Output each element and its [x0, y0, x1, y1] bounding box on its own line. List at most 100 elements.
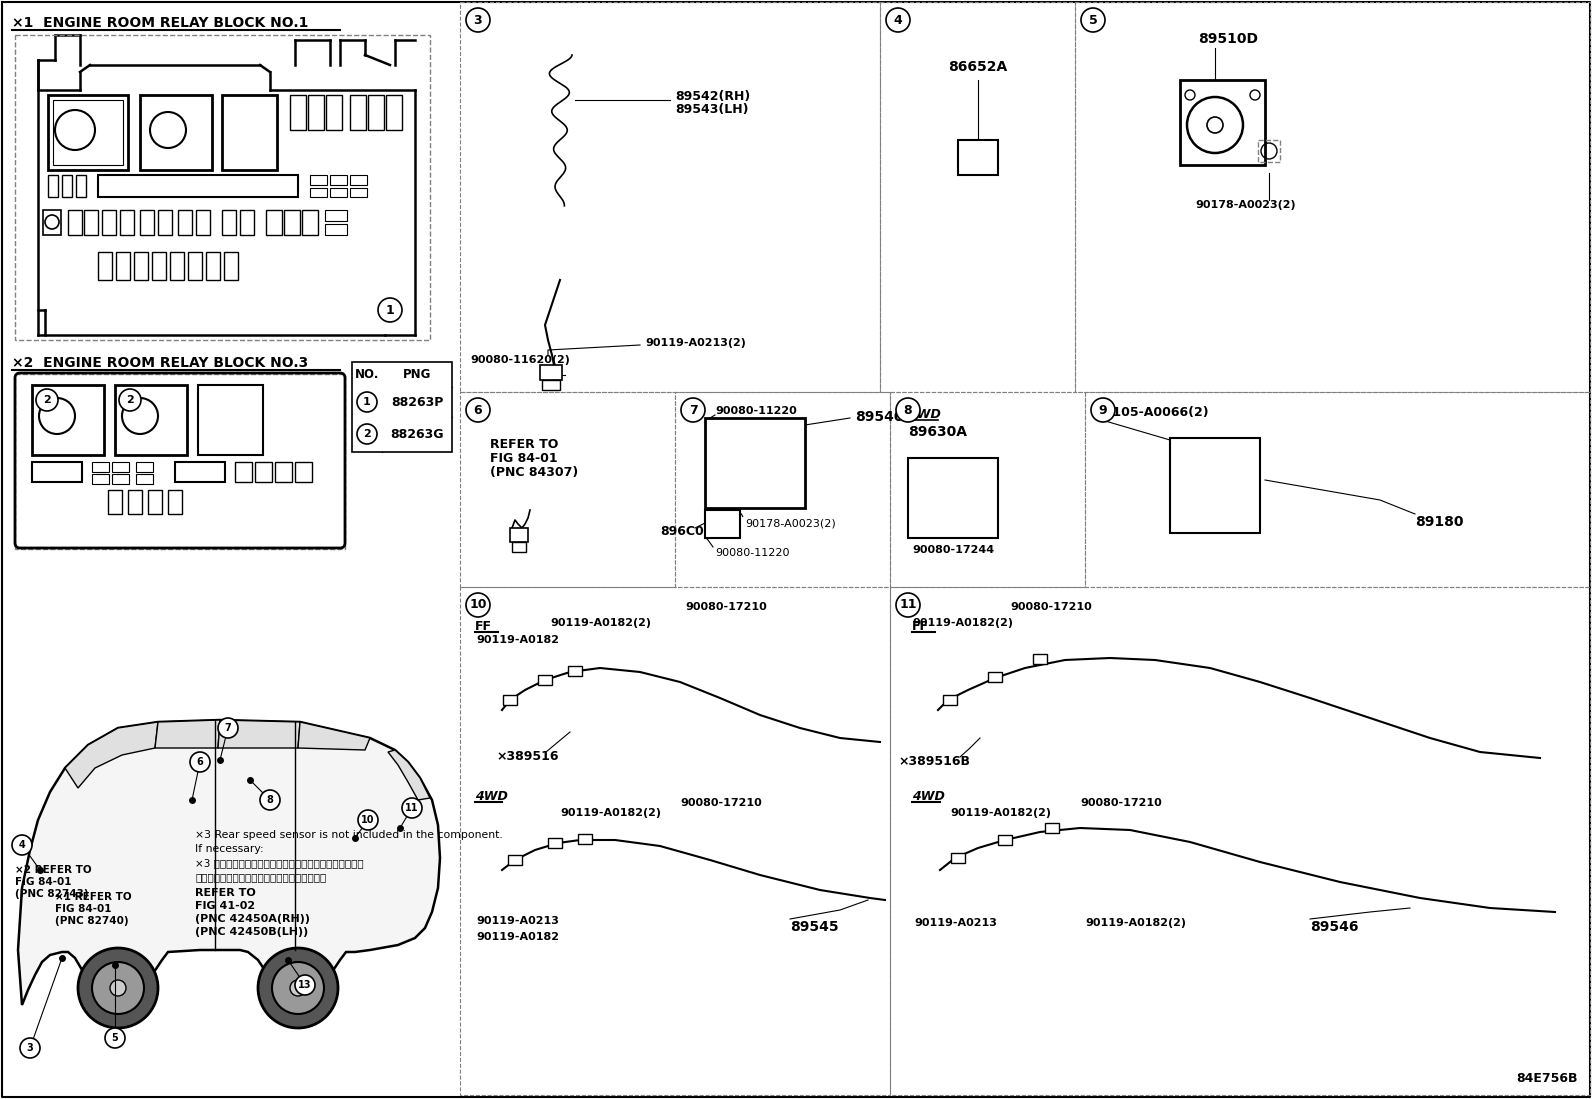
- Bar: [148, 490, 162, 514]
- Bar: [998, 835, 1013, 845]
- Text: 89543(LH): 89543(LH): [675, 103, 748, 116]
- Text: If necessary:: If necessary:: [194, 844, 264, 854]
- Text: 4WD: 4WD: [907, 408, 941, 421]
- Text: 11: 11: [899, 599, 917, 611]
- Bar: [134, 252, 148, 280]
- Bar: [99, 252, 111, 280]
- Text: FIG 84-01: FIG 84-01: [56, 904, 111, 914]
- Text: 89545: 89545: [790, 920, 839, 934]
- Text: 89510D: 89510D: [1199, 32, 1258, 46]
- Bar: [283, 210, 299, 235]
- Bar: [541, 380, 560, 390]
- Bar: [1170, 439, 1259, 533]
- Circle shape: [92, 962, 143, 1014]
- Bar: [675, 392, 890, 587]
- Polygon shape: [388, 750, 430, 800]
- Text: 89630A: 89630A: [907, 425, 966, 439]
- Bar: [14, 35, 430, 340]
- Bar: [224, 252, 237, 280]
- Text: 89542(RH): 89542(RH): [675, 90, 750, 103]
- Text: FIG 41-02: FIG 41-02: [194, 901, 255, 911]
- Text: FF: FF: [912, 620, 930, 633]
- Text: 90119-A0213: 90119-A0213: [476, 915, 559, 926]
- Bar: [907, 458, 998, 539]
- Bar: [989, 671, 1001, 682]
- Bar: [890, 587, 1590, 1095]
- Text: FIG 84-01: FIG 84-01: [14, 877, 72, 887]
- Text: 7: 7: [224, 723, 231, 733]
- Bar: [1180, 80, 1266, 165]
- Bar: [705, 418, 806, 508]
- Polygon shape: [154, 720, 220, 748]
- Bar: [205, 252, 220, 280]
- Text: FF: FF: [474, 620, 492, 633]
- Text: 4WD: 4WD: [912, 790, 946, 803]
- Text: FIG 84-01: FIG 84-01: [490, 452, 557, 465]
- Text: 10: 10: [470, 599, 487, 611]
- Bar: [92, 474, 108, 484]
- Text: 5: 5: [111, 1033, 118, 1043]
- Circle shape: [13, 835, 32, 855]
- Bar: [350, 188, 368, 197]
- Bar: [175, 462, 224, 482]
- Circle shape: [258, 948, 338, 1028]
- Bar: [290, 95, 306, 130]
- Bar: [1044, 823, 1059, 833]
- Bar: [92, 462, 108, 471]
- Bar: [950, 853, 965, 863]
- Text: 4: 4: [19, 840, 25, 850]
- Text: ×3 Rear speed sensor is not included in the component.: ×3 Rear speed sensor is not included in …: [194, 830, 503, 840]
- Text: ×1 REFER TO: ×1 REFER TO: [56, 892, 132, 902]
- Bar: [221, 95, 277, 170]
- Text: 896C0: 896C0: [661, 525, 704, 539]
- Text: 3: 3: [474, 13, 482, 26]
- Text: ×1  ENGINE ROOM RELAY BLOCK NO.1: ×1 ENGINE ROOM RELAY BLOCK NO.1: [13, 16, 309, 30]
- Circle shape: [357, 392, 377, 412]
- Circle shape: [466, 593, 490, 617]
- Bar: [140, 95, 212, 170]
- Bar: [197, 385, 263, 455]
- Circle shape: [272, 962, 325, 1014]
- Bar: [32, 385, 103, 455]
- Bar: [32, 462, 83, 482]
- Circle shape: [21, 1037, 40, 1058]
- Text: PNG: PNG: [403, 367, 431, 380]
- Text: ×389516: ×389516: [497, 750, 559, 763]
- Bar: [302, 210, 318, 235]
- Text: (PNC 42450B(LH)): (PNC 42450B(LH)): [194, 926, 309, 937]
- Text: 1: 1: [385, 303, 395, 317]
- Bar: [68, 210, 83, 235]
- Text: 13: 13: [298, 980, 312, 990]
- Bar: [330, 188, 347, 197]
- Text: 3: 3: [27, 1043, 33, 1053]
- Bar: [43, 210, 60, 235]
- Circle shape: [189, 752, 210, 771]
- Polygon shape: [298, 722, 369, 750]
- Bar: [385, 95, 403, 130]
- Bar: [169, 490, 181, 514]
- Text: 2: 2: [126, 395, 134, 406]
- Text: 4WD: 4WD: [474, 790, 508, 803]
- Text: 90119-A0182(2): 90119-A0182(2): [549, 618, 651, 628]
- Text: 84E756B: 84E756B: [1517, 1072, 1578, 1085]
- Text: REFER TO: REFER TO: [490, 439, 559, 451]
- Text: ×389516B: ×389516B: [898, 755, 970, 768]
- Text: 88263P: 88263P: [390, 396, 443, 409]
- Circle shape: [290, 980, 306, 996]
- Text: 2: 2: [43, 395, 51, 406]
- Circle shape: [78, 948, 158, 1028]
- Bar: [307, 95, 325, 130]
- Bar: [508, 855, 522, 865]
- Bar: [326, 95, 342, 130]
- Bar: [942, 695, 957, 704]
- Bar: [350, 95, 366, 130]
- Circle shape: [887, 8, 911, 32]
- Text: 90080-17210: 90080-17210: [1079, 798, 1162, 808]
- Bar: [108, 490, 123, 514]
- Text: 88263G: 88263G: [390, 428, 444, 441]
- Bar: [158, 210, 172, 235]
- Bar: [62, 175, 72, 197]
- Text: 4: 4: [893, 13, 903, 26]
- Bar: [240, 210, 255, 235]
- Bar: [236, 462, 252, 482]
